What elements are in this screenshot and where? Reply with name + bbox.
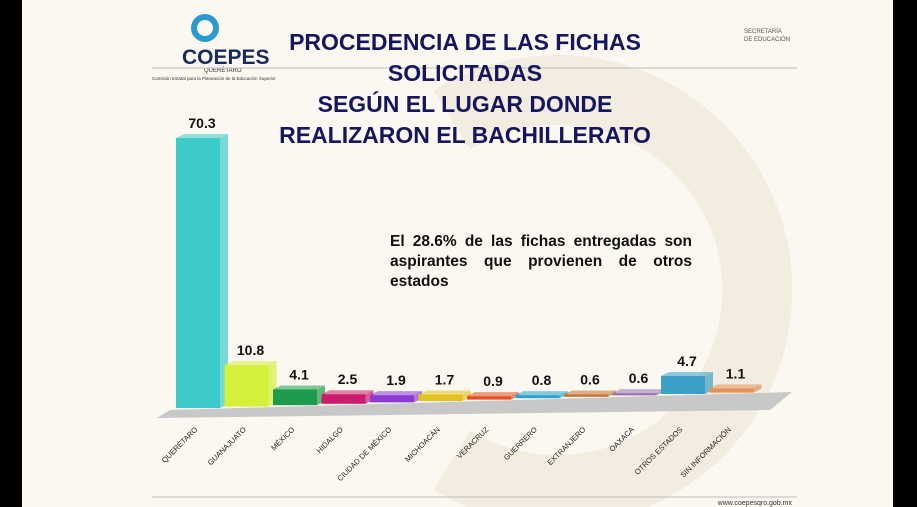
bar-top xyxy=(176,134,228,139)
bar xyxy=(224,365,269,407)
bar-top xyxy=(661,371,713,376)
x-tick-label: HIDALGO xyxy=(315,425,345,455)
watermark xyxy=(433,55,793,507)
bar xyxy=(370,395,414,403)
value-label: 1.9 xyxy=(386,372,406,388)
logo-caption: Comisión Estatal para la Planeación de l… xyxy=(152,76,276,81)
bar xyxy=(467,396,511,400)
value-label: 4.1 xyxy=(289,366,309,382)
value-label: 1.7 xyxy=(435,371,455,387)
chart-title: PROCEDENCIA DE LAS FICHAS xyxy=(289,29,641,55)
chart-title: SEGÚN EL LUGAR DONDE xyxy=(318,90,613,117)
value-label: 10.8 xyxy=(237,342,264,358)
value-label: 70.3 xyxy=(188,115,215,131)
bar xyxy=(418,394,463,401)
x-tick-label: GUANAJUATO xyxy=(206,425,248,467)
agency: DE EDUCACIÓN xyxy=(744,36,790,43)
bar-side xyxy=(753,384,762,393)
value-label: 0.6 xyxy=(629,370,649,386)
bar-top xyxy=(418,390,471,395)
bar-top xyxy=(224,361,277,366)
bar-top xyxy=(467,392,519,397)
bar-side xyxy=(220,134,228,408)
chart-title: SOLICITADAS xyxy=(388,60,542,86)
value-label: 0.6 xyxy=(580,371,600,387)
bar xyxy=(661,375,705,394)
bar xyxy=(273,389,317,406)
agency: SECRETARÍA xyxy=(744,28,782,35)
logo-icon xyxy=(191,14,219,42)
value-label: 4.7 xyxy=(677,353,697,369)
bar-side xyxy=(511,392,519,400)
bar xyxy=(176,138,220,408)
value-label: 1.1 xyxy=(726,365,746,381)
bar-top xyxy=(709,384,762,389)
bar-side xyxy=(559,391,568,399)
bar xyxy=(564,394,608,397)
chart-title: REALIZARON EL BACHILLERATO xyxy=(279,122,651,148)
bar-top xyxy=(321,390,374,395)
bar xyxy=(709,388,754,393)
value-label: 0.9 xyxy=(483,373,503,389)
x-tick-label: MICHOACÁN xyxy=(403,425,442,464)
bar xyxy=(321,394,366,404)
bar-top xyxy=(612,389,665,394)
bar xyxy=(515,395,560,399)
chart: COEPES QUERÉTARO Comisión Estatal para l… xyxy=(152,14,797,507)
value-label: 2.5 xyxy=(338,371,358,387)
bar-top xyxy=(370,391,422,396)
bar-top xyxy=(273,385,325,390)
footer: www.coepesqro.gob.mx xyxy=(717,500,793,507)
value-label: 0.8 xyxy=(532,372,552,388)
x-tick-label: QUERÉTARO xyxy=(160,425,200,465)
x-tick-label: MÉXICO xyxy=(269,425,296,452)
slide: COEPES QUERÉTARO Comisión Estatal para l… xyxy=(22,0,893,507)
bar-top xyxy=(515,391,568,396)
logo: COEPES xyxy=(182,46,270,69)
x-tick-label: CIUDAD DE MÉXICO xyxy=(335,425,393,483)
bar-top xyxy=(564,390,616,395)
bar-side xyxy=(462,390,471,401)
logo-sub: QUERÉTARO xyxy=(204,67,242,74)
floor xyxy=(157,392,792,418)
annotation: El 28.6% de las fichas entregadas son as… xyxy=(390,233,692,290)
bar xyxy=(612,393,657,396)
bar-side xyxy=(608,390,616,397)
